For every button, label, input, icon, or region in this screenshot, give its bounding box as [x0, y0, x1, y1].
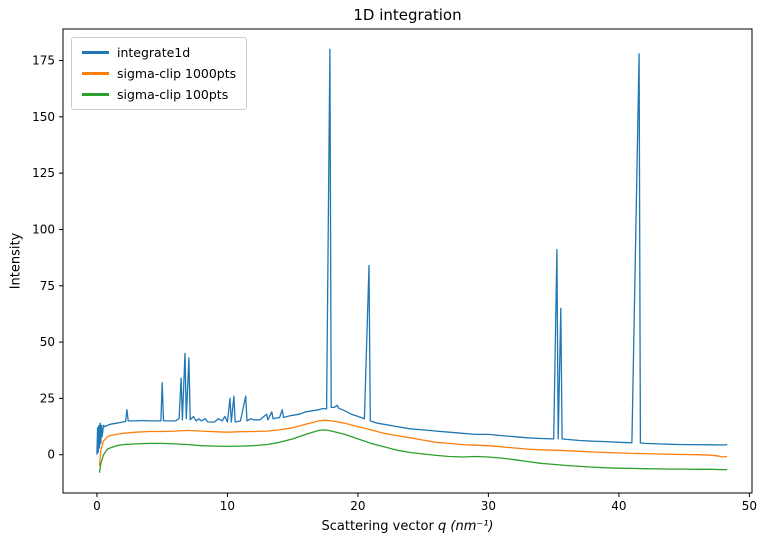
y-tick-label: 100 [32, 222, 55, 236]
x-tick-label: 10 [220, 499, 235, 513]
series-line-sigma-clip-1000pts [98, 419, 728, 467]
legend-entry: integrate1d [82, 45, 236, 60]
y-axis-label: Intensity [8, 232, 24, 290]
legend-label: sigma-clip 1000pts [117, 66, 237, 81]
legend-label: integrate1d [117, 45, 191, 60]
y-tick-label: 125 [32, 166, 55, 180]
legend-swatch [82, 72, 109, 75]
series-line-sigma-clip-100pts [98, 429, 728, 473]
y-tick-label: 25 [40, 391, 55, 405]
x-axis-label: Scattering vector q (nm⁻¹) [63, 519, 752, 534]
x-tick-label: 20 [350, 499, 365, 513]
x-tick-label: 40 [611, 499, 626, 513]
legend-entry: sigma-clip 100pts [82, 87, 236, 102]
x-tick-label: 0 [93, 499, 101, 513]
legend-swatch [82, 93, 109, 96]
y-tick-label: 175 [32, 54, 55, 68]
axes-frame [62, 28, 753, 494]
legend: integrate1d sigma-clip 1000pts sigma-clip … [71, 37, 248, 110]
legend-entry: sigma-clip 1000pts [82, 66, 236, 81]
series-line-integrate1d [96, 48, 728, 455]
x-tick-label: 30 [481, 499, 496, 513]
legend-label: sigma-clip 100pts [117, 87, 229, 102]
x-axis-label-math: q (nm⁻¹) [438, 519, 494, 534]
y-tick-label: 50 [40, 335, 55, 349]
y-tick-label: 75 [40, 279, 55, 293]
chart-title: 1D integration [353, 6, 462, 24]
x-tick-label: 50 [742, 499, 757, 513]
y-tick-label: 0 [47, 448, 55, 462]
y-tick-label: 150 [32, 110, 55, 124]
legend-swatch [82, 51, 109, 54]
x-axis-label-prefix: Scattering vector [321, 519, 438, 534]
